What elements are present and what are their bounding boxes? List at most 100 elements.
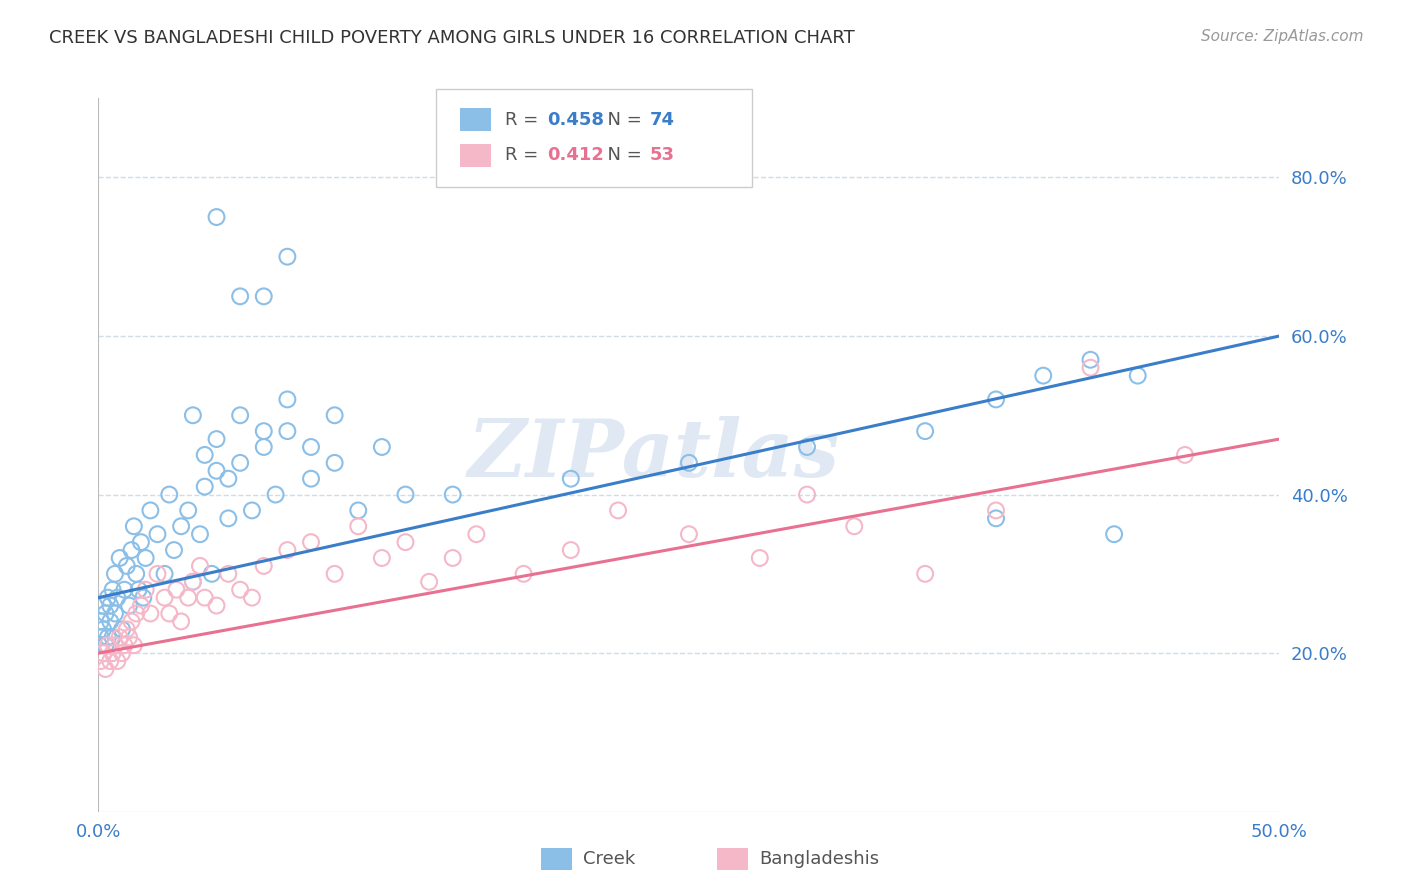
Point [146,527,169,541]
Point [157,607,180,621]
Point [796,440,818,454]
Point [91,599,114,613]
Point [264,487,287,501]
Point [163,543,186,558]
Point [104,566,127,581]
Point [205,464,228,478]
Point [217,511,239,525]
Point [205,599,228,613]
Point [170,615,193,629]
Point [984,511,1007,525]
Point [678,527,700,541]
Point [347,519,370,533]
Point [125,607,148,621]
Point [217,566,239,581]
Point [101,630,124,644]
Point [1126,368,1149,383]
Point [157,487,180,501]
Point [104,638,127,652]
Point [177,591,200,605]
Point [135,582,157,597]
Point [139,503,162,517]
Text: Source: ZipAtlas.com: Source: ZipAtlas.com [1201,29,1364,44]
Point [121,615,143,629]
Point [115,558,138,573]
Point [984,503,1007,517]
Point [607,503,630,517]
Text: R =: R = [505,111,544,128]
Point [678,456,700,470]
Point [560,472,582,486]
Point [253,558,276,573]
Point [98,615,121,629]
Point [984,392,1007,407]
Point [98,599,121,613]
Point [122,638,145,652]
Point [229,289,252,303]
Point [240,591,263,605]
Point [560,543,582,558]
Point [125,566,148,581]
Point [194,591,217,605]
Point [121,543,143,558]
Text: N =: N = [596,146,648,164]
Point [1102,527,1125,541]
Point [132,591,155,605]
Point [146,566,169,581]
Point [108,551,131,566]
Point [205,210,228,224]
Point [90,654,112,668]
Point [1174,448,1197,462]
Point [323,566,346,581]
Point [253,424,276,438]
Point [512,566,534,581]
Point [194,480,217,494]
Point [139,607,162,621]
Point [104,607,127,621]
Point [276,250,298,264]
Point [129,535,152,549]
Point [240,503,263,517]
Text: 74: 74 [650,111,675,128]
Point [129,599,152,613]
Point [111,646,134,660]
Point [105,654,128,668]
Point [229,409,252,423]
Point [165,582,187,597]
Text: 53: 53 [650,146,675,164]
Point [94,638,117,652]
Point [97,638,120,652]
Point [253,440,276,454]
Text: N =: N = [596,111,648,128]
Point [188,527,211,541]
Point [97,630,120,644]
Point [153,566,176,581]
Text: ZIPatlas: ZIPatlas [467,417,839,493]
Point [796,487,818,501]
Point [135,551,157,566]
Point [194,448,217,462]
Point [323,409,346,423]
Point [1080,352,1102,367]
Point [217,472,239,486]
Point [201,566,224,581]
Point [418,574,440,589]
Point [115,623,138,637]
Point [91,646,114,660]
Point [347,503,370,517]
Point [101,582,124,597]
Point [128,582,150,597]
Text: Creek: Creek [583,850,636,868]
Point [90,630,112,644]
Point [371,440,394,454]
Text: R =: R = [505,146,544,164]
Point [394,535,416,549]
Point [276,392,298,407]
Point [1032,368,1054,383]
Text: Bangladeshis: Bangladeshis [759,850,879,868]
Text: CREEK VS BANGLADESHI CHILD POVERTY AMONG GIRLS UNDER 16 CORRELATION CHART: CREEK VS BANGLADESHI CHILD POVERTY AMONG… [49,29,855,46]
Point [98,654,121,668]
Point [371,551,394,566]
Point [108,630,131,644]
Point [276,543,298,558]
